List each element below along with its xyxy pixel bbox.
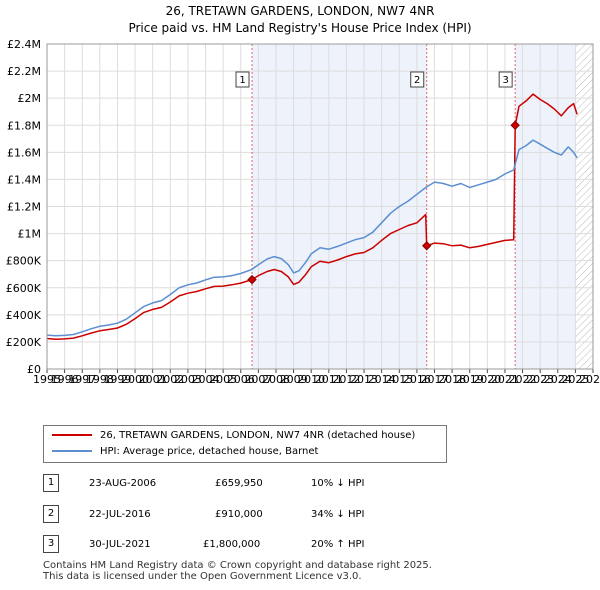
x-tick-label: 2007 xyxy=(244,373,272,386)
y-tick-label: £600K xyxy=(6,282,42,295)
x-tick-label: 2015 xyxy=(385,373,413,386)
x-tick-label: 2004 xyxy=(192,373,220,386)
x-tick-label: 2014 xyxy=(368,373,396,386)
x-tick-label: 2020 xyxy=(473,373,501,386)
sale-point-marker xyxy=(247,274,257,285)
y-tick-label: £2M xyxy=(18,92,42,105)
x-tick-label: 2019 xyxy=(456,373,484,386)
sale-label-box xyxy=(498,71,513,88)
licence-notice: This data is licensed under the Open Gov… xyxy=(43,571,362,582)
x-tick-label: 2009 xyxy=(280,373,308,386)
y-tick-label: £800K xyxy=(6,255,42,268)
x-tick-label: 2008 xyxy=(262,373,290,386)
y-tick-label: £400K xyxy=(6,309,42,322)
sale-price: £910,000 xyxy=(215,509,263,520)
legend: 26, TRETAWN GARDENS, LONDON, NW7 4NR (de… xyxy=(43,425,447,463)
legend-label-hpi: HPI: Average price, detached house, Barn… xyxy=(100,446,319,457)
price-chart: 1 2 3 £0 £200K £400K £600K £800K £1M £1.2M £1.4M £… xyxy=(6,38,600,386)
y-tick-label: £2.2M xyxy=(7,65,41,78)
y-tick-label: £0 xyxy=(27,363,41,376)
x-tick-label: 1996 xyxy=(51,373,79,386)
sale-label-number: 2 xyxy=(414,75,420,86)
sale-point-marker xyxy=(422,241,432,251)
sale-date: 23-AUG-2006 xyxy=(89,478,157,489)
sale-number-badge: 3 xyxy=(43,535,59,553)
sale-date: 22-JUL-2016 xyxy=(89,509,151,520)
x-tick-label: 2021 xyxy=(491,373,519,386)
x-tick-label: 2022 xyxy=(509,373,537,386)
plot-border xyxy=(46,43,594,370)
sale-number-badge: 2 xyxy=(43,505,59,523)
sale-label-number: 3 xyxy=(502,75,508,86)
x-tick-label: 2005 xyxy=(209,373,237,386)
x-tick-label: 2011 xyxy=(315,373,343,386)
sale-point-marker xyxy=(510,120,520,130)
x-tick-label: 2000 xyxy=(121,373,149,386)
x-tick-label: 1997 xyxy=(68,373,96,386)
x-tick-label: 2018 xyxy=(438,373,466,386)
y-tick-label: £1.6M xyxy=(7,146,41,159)
x-tick-label: 2024 xyxy=(544,373,572,386)
hpi-line-swatch xyxy=(52,450,92,452)
hpi-series-line xyxy=(46,139,578,337)
x-tick-label: 2006 xyxy=(227,373,255,386)
chart-title: 26, TRETAWN GARDENS, LONDON, NW7 4NR xyxy=(165,4,435,18)
x-tick-label: 1995 xyxy=(33,373,61,386)
sale-hpi-comparison: 34% ↓ HPI xyxy=(311,509,365,520)
sale-label-box xyxy=(410,71,425,88)
y-tick-label: £2.4M xyxy=(7,38,41,51)
x-tick-label: 2016 xyxy=(403,373,431,386)
x-tick-label: 2001 xyxy=(139,373,167,386)
y-tick-label: £1.2M xyxy=(7,201,41,214)
sale-price: £1,800,000 xyxy=(203,539,261,550)
sale-price: £659,950 xyxy=(215,478,263,489)
x-tick-label: 2026 xyxy=(579,373,600,386)
x-tick-label: 1998 xyxy=(86,373,114,386)
sale-number-badge: 1 xyxy=(43,474,59,492)
x-tick-label: 2002 xyxy=(156,373,184,386)
property-line-swatch xyxy=(52,434,92,436)
legend-item-property: 26, TRETAWN GARDENS, LONDON, NW7 4NR (de… xyxy=(52,429,415,443)
sale-hpi-comparison: 10% ↓ HPI xyxy=(311,478,365,489)
sale-hpi-comparison: 20% ↑ HPI xyxy=(311,539,365,550)
sale-date: 30-JUL-2021 xyxy=(89,539,151,550)
legend-item-hpi: HPI: Average price, detached house, Barn… xyxy=(52,445,318,459)
x-tick-label: 2010 xyxy=(297,373,325,386)
property-series-line xyxy=(46,93,578,340)
sale-label-box xyxy=(235,71,250,88)
x-tick-label: 2003 xyxy=(174,373,202,386)
sale-label-number: 1 xyxy=(239,75,245,86)
y-tick-label: £200K xyxy=(6,336,42,349)
x-tick-label: 2025 xyxy=(561,373,589,386)
x-tick-label: 2023 xyxy=(526,373,554,386)
x-tick-label: 1999 xyxy=(103,373,131,386)
x-tick-label: 2012 xyxy=(332,373,360,386)
y-tick-label: £1M xyxy=(18,228,42,241)
x-tick-label: 2013 xyxy=(350,373,378,386)
y-tick-label: £1.4M xyxy=(7,173,41,186)
y-tick-label: £1.8M xyxy=(7,119,41,132)
legend-label-property: 26, TRETAWN GARDENS, LONDON, NW7 4NR (de… xyxy=(100,430,416,441)
copyright-notice: Contains HM Land Registry data © Crown c… xyxy=(43,560,432,571)
chart-subtitle: Price paid vs. HM Land Registry's House … xyxy=(128,21,472,35)
x-tick-label: 2017 xyxy=(420,373,448,386)
footer: Contains HM Land Registry data © Crown c… xyxy=(43,560,432,582)
